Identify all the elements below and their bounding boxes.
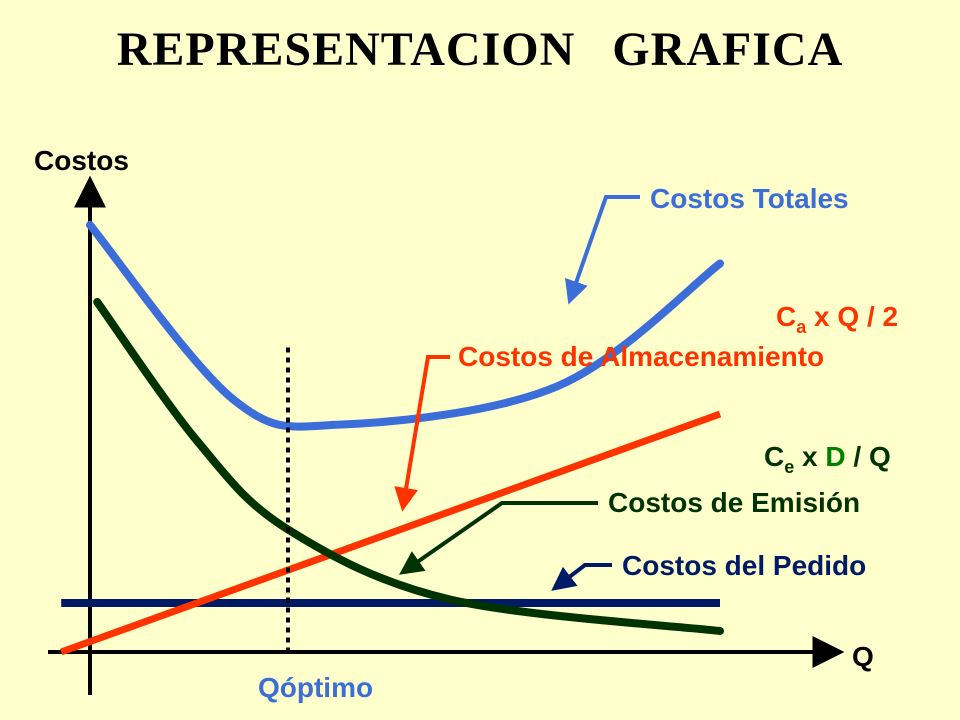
legend-costos-pedido: Costos del Pedido	[622, 550, 866, 581]
legend-costos-totales: Costos Totales	[650, 183, 849, 214]
callout-emision	[399, 501, 598, 575]
legend-costos-almacenamiento: Costos de Almacenamiento	[458, 341, 824, 372]
formula-almacenamiento: Ca x Q / 2	[776, 301, 898, 337]
x-axis-label: Q	[852, 641, 874, 672]
callout-totales	[565, 195, 640, 305]
y-axis-label: Costos	[34, 145, 129, 176]
legend-costos-emision: Costos de Emisión	[608, 487, 860, 518]
callout-pedido	[551, 563, 612, 591]
q-optimo-label: Qóptimo	[258, 672, 373, 703]
series-costos-almacenamiento	[60, 410, 722, 656]
series-costos-totales	[86, 221, 724, 431]
series-costos-emision	[93, 298, 724, 635]
formula-emision: Ce x D / Q	[764, 441, 891, 477]
callout-almacenamiento	[394, 355, 450, 512]
chart-title: REPRESENTACION GRAFICA	[116, 23, 844, 76]
